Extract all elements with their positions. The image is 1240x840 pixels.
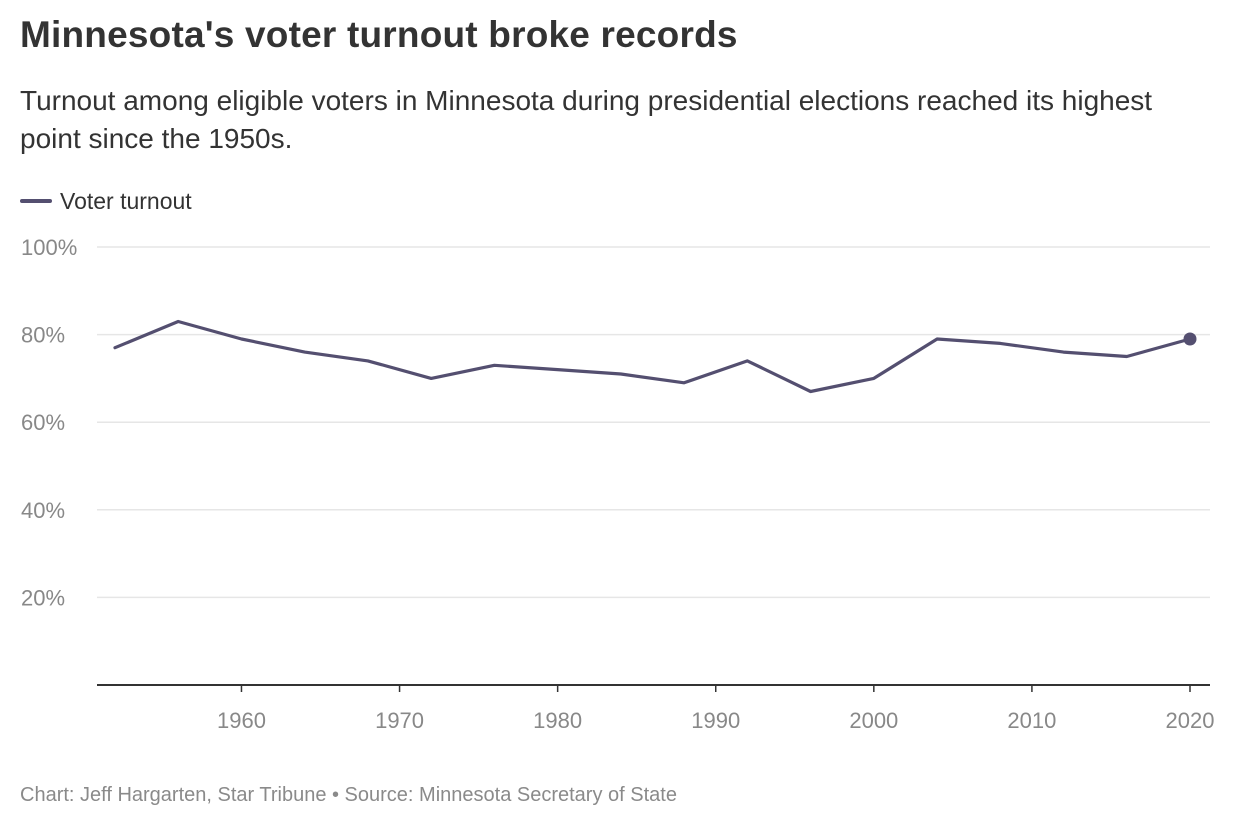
chart-title: Minnesota's voter turnout broke records bbox=[20, 14, 738, 55]
x-tick-label: 2000 bbox=[849, 708, 898, 733]
x-tick-label: 1990 bbox=[691, 708, 740, 733]
y-tick-label: 100% bbox=[21, 235, 77, 260]
series-line-voter-turnout bbox=[113, 319, 1192, 394]
x-tick-label: 1970 bbox=[375, 708, 424, 733]
y-tick-label: 40% bbox=[21, 498, 65, 523]
chart-subtitle: Turnout among eligible voters in Minneso… bbox=[20, 85, 1153, 154]
y-tick-label: 60% bbox=[21, 410, 65, 435]
legend: Voter turnout bbox=[20, 186, 192, 216]
chart-source: Chart: Jeff Hargarten, Star Tribune • So… bbox=[20, 784, 677, 806]
x-tick-label: 1960 bbox=[217, 708, 266, 733]
y-tick-label: 20% bbox=[21, 585, 65, 610]
y-tick-label: 80% bbox=[21, 323, 65, 348]
legend-swatch-voter-turnout bbox=[20, 199, 52, 203]
last-point-marker bbox=[1183, 332, 1197, 346]
legend-label-voter-turnout: Voter turnout bbox=[60, 187, 192, 214]
x-tick-label: 1980 bbox=[533, 708, 582, 733]
x-tick-label: 2010 bbox=[1007, 708, 1056, 733]
x-tick-label: 2020 bbox=[1166, 708, 1215, 733]
